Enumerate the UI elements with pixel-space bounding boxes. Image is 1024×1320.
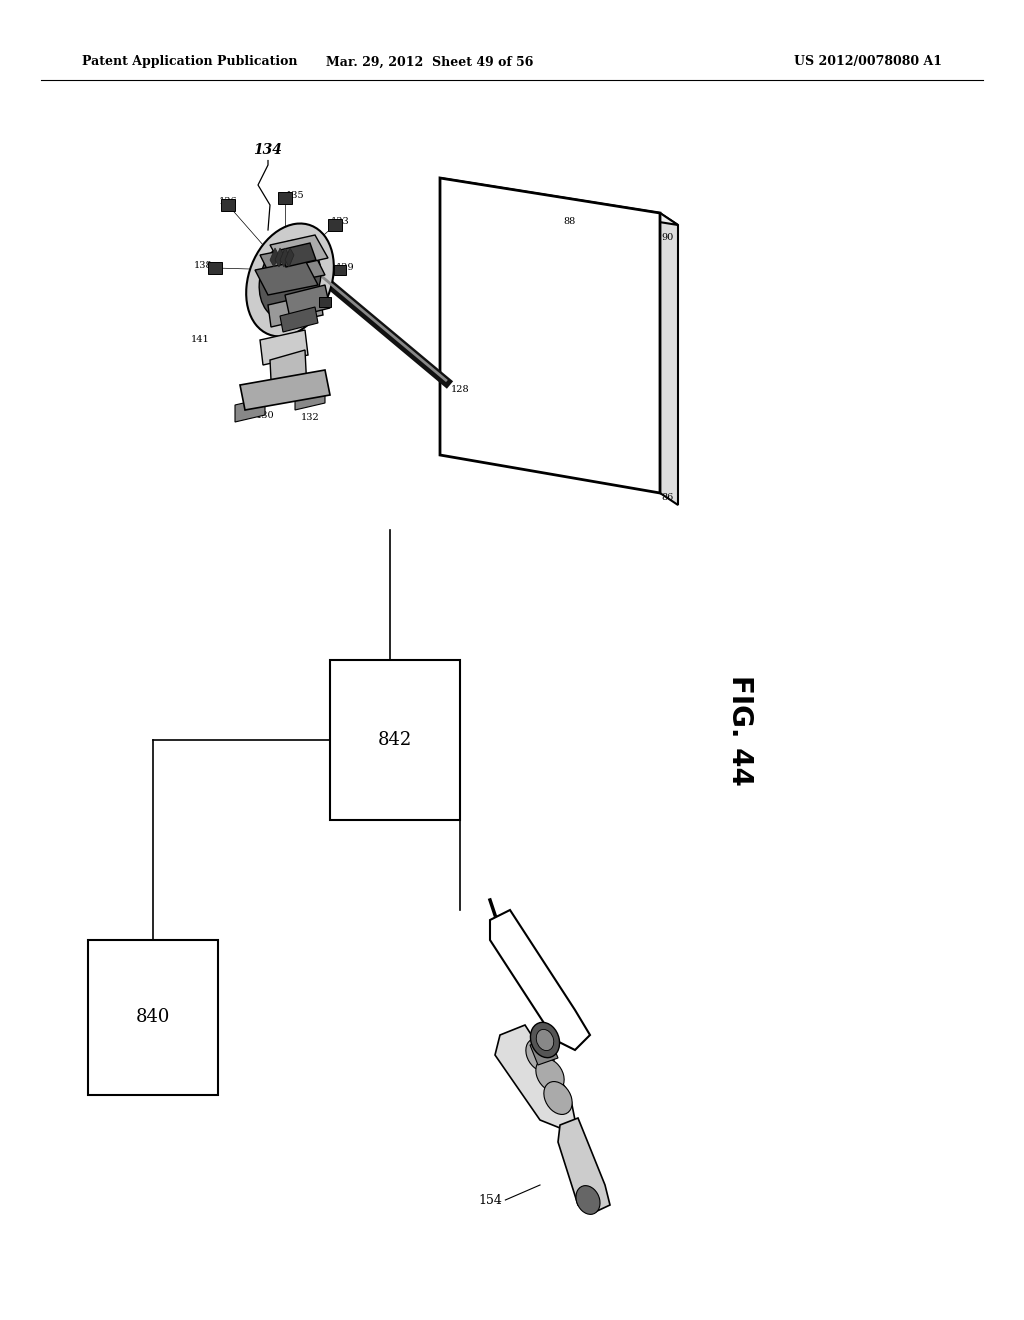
Polygon shape (260, 246, 325, 285)
Text: 136: 136 (219, 198, 238, 206)
Text: 90: 90 (662, 234, 674, 243)
Ellipse shape (544, 1081, 572, 1114)
Polygon shape (275, 248, 284, 267)
Text: 141: 141 (190, 335, 209, 345)
Polygon shape (270, 248, 279, 267)
Polygon shape (280, 243, 316, 267)
Text: 133: 133 (331, 218, 349, 227)
Bar (319, 297, 331, 308)
Text: US 2012/0078080 A1: US 2012/0078080 A1 (794, 55, 942, 69)
Polygon shape (495, 1026, 575, 1129)
Polygon shape (490, 909, 590, 1049)
Polygon shape (285, 285, 330, 318)
Text: 134: 134 (254, 143, 283, 157)
Text: 130: 130 (256, 411, 274, 420)
Polygon shape (240, 370, 330, 411)
Bar (221, 199, 234, 211)
Text: 128: 128 (451, 385, 469, 395)
Text: 129: 129 (336, 264, 354, 272)
Polygon shape (558, 1118, 610, 1212)
Polygon shape (285, 248, 294, 267)
Text: 154: 154 (478, 1193, 502, 1206)
Ellipse shape (536, 1059, 564, 1092)
Text: Mar. 29, 2012  Sheet 49 of 56: Mar. 29, 2012 Sheet 49 of 56 (327, 55, 534, 69)
Polygon shape (270, 235, 328, 268)
Polygon shape (660, 213, 678, 506)
Polygon shape (295, 385, 325, 411)
Ellipse shape (259, 240, 321, 319)
Ellipse shape (526, 1039, 554, 1072)
Ellipse shape (246, 223, 334, 337)
Text: FIG. 44: FIG. 44 (726, 675, 754, 785)
Polygon shape (280, 248, 289, 267)
Polygon shape (270, 350, 307, 400)
Text: 132: 132 (301, 413, 319, 422)
Polygon shape (440, 178, 660, 492)
Bar (334, 265, 346, 275)
Polygon shape (280, 308, 318, 333)
Text: 138: 138 (194, 260, 212, 269)
Polygon shape (530, 1038, 558, 1065)
Text: 842: 842 (378, 731, 412, 748)
Bar (328, 219, 342, 231)
Ellipse shape (575, 1185, 600, 1214)
Polygon shape (440, 178, 678, 224)
Ellipse shape (530, 1023, 559, 1057)
Bar (88, 940, 218, 1096)
Bar (208, 261, 222, 275)
Text: Patent Application Publication: Patent Application Publication (82, 55, 297, 69)
Polygon shape (268, 293, 323, 327)
Text: 86: 86 (660, 494, 673, 503)
Polygon shape (260, 330, 308, 366)
Text: 135: 135 (286, 191, 304, 201)
Polygon shape (234, 399, 265, 422)
Text: 840: 840 (136, 1008, 170, 1027)
Ellipse shape (537, 1030, 554, 1051)
Bar (330, 660, 460, 820)
Bar (278, 191, 292, 205)
Polygon shape (255, 260, 318, 294)
Text: 88: 88 (564, 218, 577, 227)
